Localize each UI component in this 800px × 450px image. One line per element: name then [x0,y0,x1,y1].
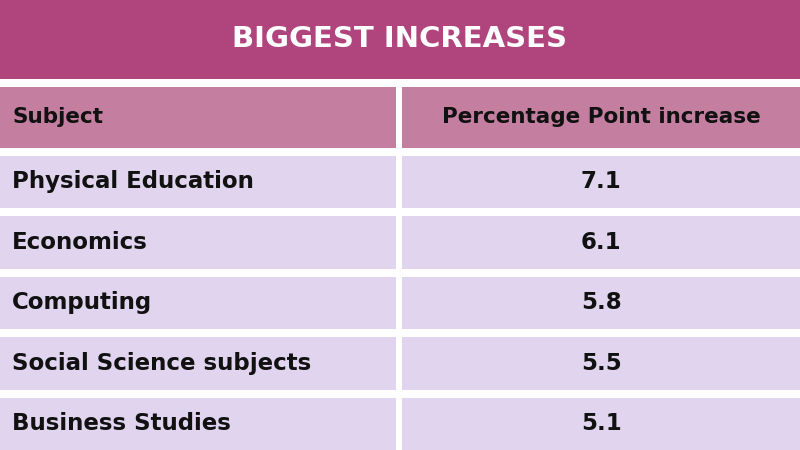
Text: 5.1: 5.1 [581,412,622,435]
Bar [0,79,800,87]
Bar [396,398,402,450]
Bar [396,337,402,390]
Bar [396,87,402,148]
Bar [402,87,800,148]
Text: 7.1: 7.1 [581,171,622,194]
Text: 5.5: 5.5 [581,352,622,375]
Text: Computing: Computing [12,291,152,315]
Bar [402,156,800,208]
Text: Percentage Point increase: Percentage Point increase [442,107,761,127]
Bar [402,337,800,390]
Text: 5.8: 5.8 [581,291,622,315]
Bar [402,216,800,269]
Bar [402,398,800,450]
Bar [396,156,402,208]
Bar [0,208,800,216]
Bar [396,277,402,329]
Bar [0,148,800,156]
Bar [0,156,396,208]
Bar [0,277,396,329]
Bar [0,329,800,337]
Bar [0,269,800,277]
Text: Social Science subjects: Social Science subjects [12,352,311,375]
Text: Business Studies: Business Studies [12,412,231,435]
Text: BIGGEST INCREASES: BIGGEST INCREASES [233,25,567,54]
Bar [0,216,396,269]
Bar [0,398,396,450]
Bar [396,216,402,269]
Bar [0,337,396,390]
Text: Physical Education: Physical Education [12,171,254,194]
Text: Economics: Economics [12,231,148,254]
Text: 6.1: 6.1 [581,231,622,254]
Text: Subject: Subject [12,107,103,127]
Bar [0,87,396,148]
Bar [0,0,800,79]
Bar [0,390,800,398]
Bar [402,277,800,329]
